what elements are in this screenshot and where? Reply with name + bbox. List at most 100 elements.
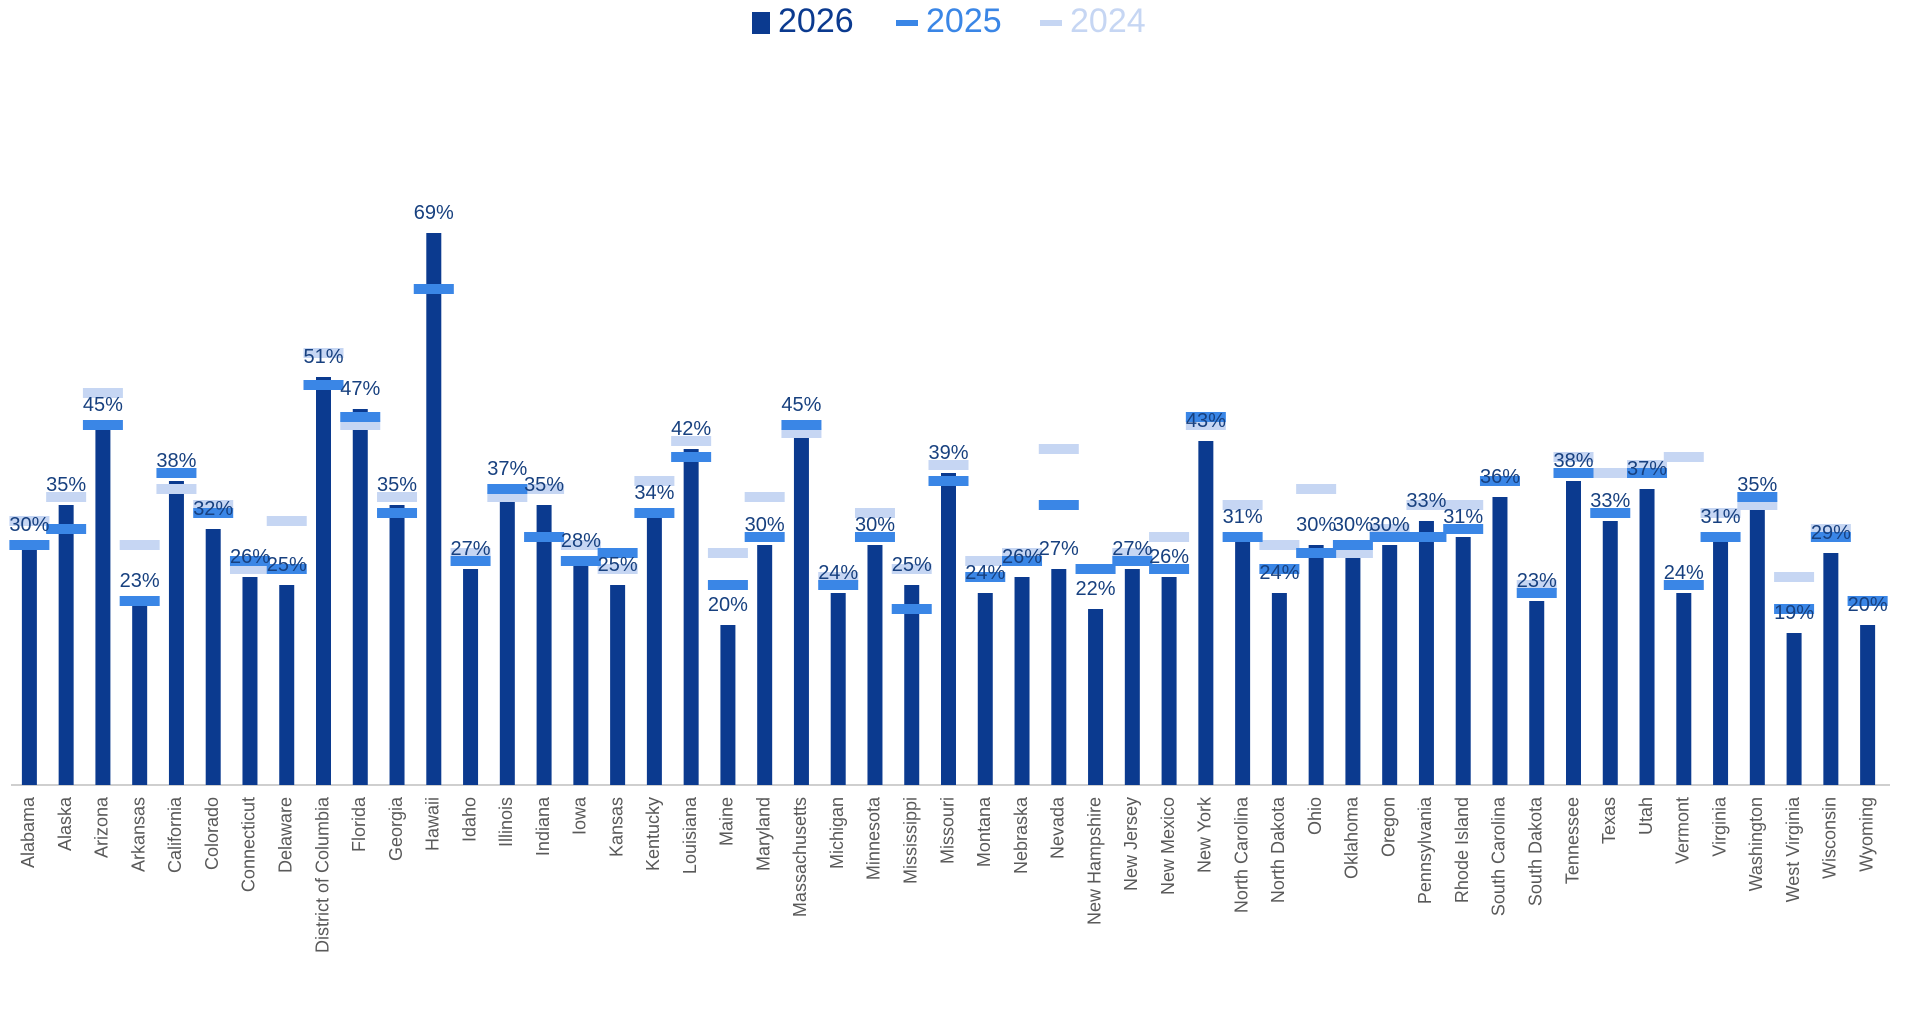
marker: [1149, 564, 1190, 574]
marker: [1002, 556, 1043, 566]
value-label: 24%: [1664, 562, 1704, 584]
marker: [597, 548, 638, 558]
value-label: 30%: [1333, 514, 1373, 536]
marker: [1516, 588, 1557, 598]
legend-label: 2025: [926, 2, 1002, 40]
marker: [1847, 596, 1888, 606]
x-tick-label: Montana: [974, 796, 994, 867]
x-tick-label: Wyoming: [1856, 797, 1876, 872]
marker: [1222, 532, 1263, 542]
bar: [1124, 569, 1140, 785]
value-label: 30%: [745, 514, 785, 536]
marker: [1700, 532, 1741, 542]
marker: [1627, 468, 1668, 478]
marker: [487, 484, 528, 494]
marker: [156, 484, 197, 494]
marker: [193, 500, 234, 510]
marker: [1553, 452, 1594, 462]
value-label: 20%: [1848, 594, 1888, 616]
value-label: 30%: [1296, 514, 1336, 536]
marker: [928, 460, 969, 470]
x-tick-label: Kansas: [606, 797, 626, 857]
bar: [977, 593, 993, 785]
value-label: 29%: [1811, 522, 1851, 544]
x-tick-label: Mississippi: [900, 797, 920, 884]
x-tick-label: Hawaii: [423, 797, 443, 851]
bar: [58, 505, 74, 785]
bar: [757, 545, 773, 785]
value-label: 27%: [1112, 538, 1152, 560]
x-tick-label: Maryland: [753, 797, 773, 871]
x-tick-label: Virginia: [1709, 796, 1729, 857]
value-label: 37%: [1627, 458, 1667, 480]
value-label: 35%: [377, 474, 417, 496]
marker: [303, 380, 344, 390]
bar: [1786, 633, 1802, 785]
marker: [891, 564, 932, 574]
marker: [487, 492, 528, 502]
bar: [1455, 537, 1471, 785]
x-tick-label: Florida: [349, 796, 369, 852]
marker: [1737, 500, 1778, 510]
marker: [744, 532, 785, 542]
marker: [46, 524, 87, 534]
value-label: 25%: [598, 554, 638, 576]
value-label: 69%: [414, 202, 454, 224]
marker: [560, 540, 601, 550]
marker: [119, 540, 160, 550]
value-label: 33%: [1406, 490, 1446, 512]
legend-swatch: [1040, 20, 1062, 26]
bar: [132, 601, 148, 785]
marker: [781, 428, 822, 438]
x-tick-label: Maine: [717, 797, 737, 846]
marker: [1443, 500, 1484, 510]
value-label: 20%: [708, 594, 748, 616]
marker: [340, 420, 381, 430]
value-label: 22%: [1076, 578, 1116, 600]
bar: [1382, 545, 1398, 785]
marker: [1185, 412, 1226, 422]
value-label: 26%: [230, 546, 270, 568]
value-label: 25%: [892, 554, 932, 576]
bar: [389, 505, 405, 785]
marker: [1259, 564, 1300, 574]
x-tick-label: Kentucky: [643, 797, 663, 871]
value-label: 27%: [451, 538, 491, 560]
bar: [316, 377, 331, 785]
marker: [818, 580, 859, 590]
bar: [1161, 577, 1177, 785]
bar: [830, 593, 846, 785]
bar: [1198, 441, 1214, 785]
bar: [1749, 505, 1765, 785]
marker: [9, 516, 50, 526]
marker: [634, 508, 675, 518]
marker: [1002, 548, 1043, 558]
marker: [119, 596, 160, 606]
marker: [1149, 532, 1190, 542]
x-tick-label: Delaware: [275, 797, 295, 873]
x-tick-label: Michigan: [827, 797, 847, 869]
marker: [1553, 468, 1594, 478]
x-tick-label: Oklahoma: [1342, 796, 1362, 879]
bar: [1271, 593, 1287, 785]
value-label: 26%: [1002, 546, 1042, 568]
bar: [1823, 553, 1839, 785]
marker: [1443, 524, 1484, 534]
value-label: 27%: [1039, 538, 1079, 560]
marker: [1369, 524, 1410, 534]
marker: [377, 508, 418, 518]
marker: [1112, 548, 1153, 558]
marker: [597, 564, 638, 574]
marker: [1774, 572, 1815, 582]
marker: [1185, 420, 1226, 430]
marker: [965, 572, 1006, 582]
marker: [671, 436, 712, 446]
value-label: 32%: [193, 498, 233, 520]
value-label: 31%: [1223, 506, 1263, 528]
marker: [1406, 532, 1447, 542]
x-tick-label: Colorado: [202, 797, 222, 870]
value-label: 30%: [855, 514, 895, 536]
bar: [205, 529, 221, 785]
value-label: 34%: [634, 482, 674, 504]
